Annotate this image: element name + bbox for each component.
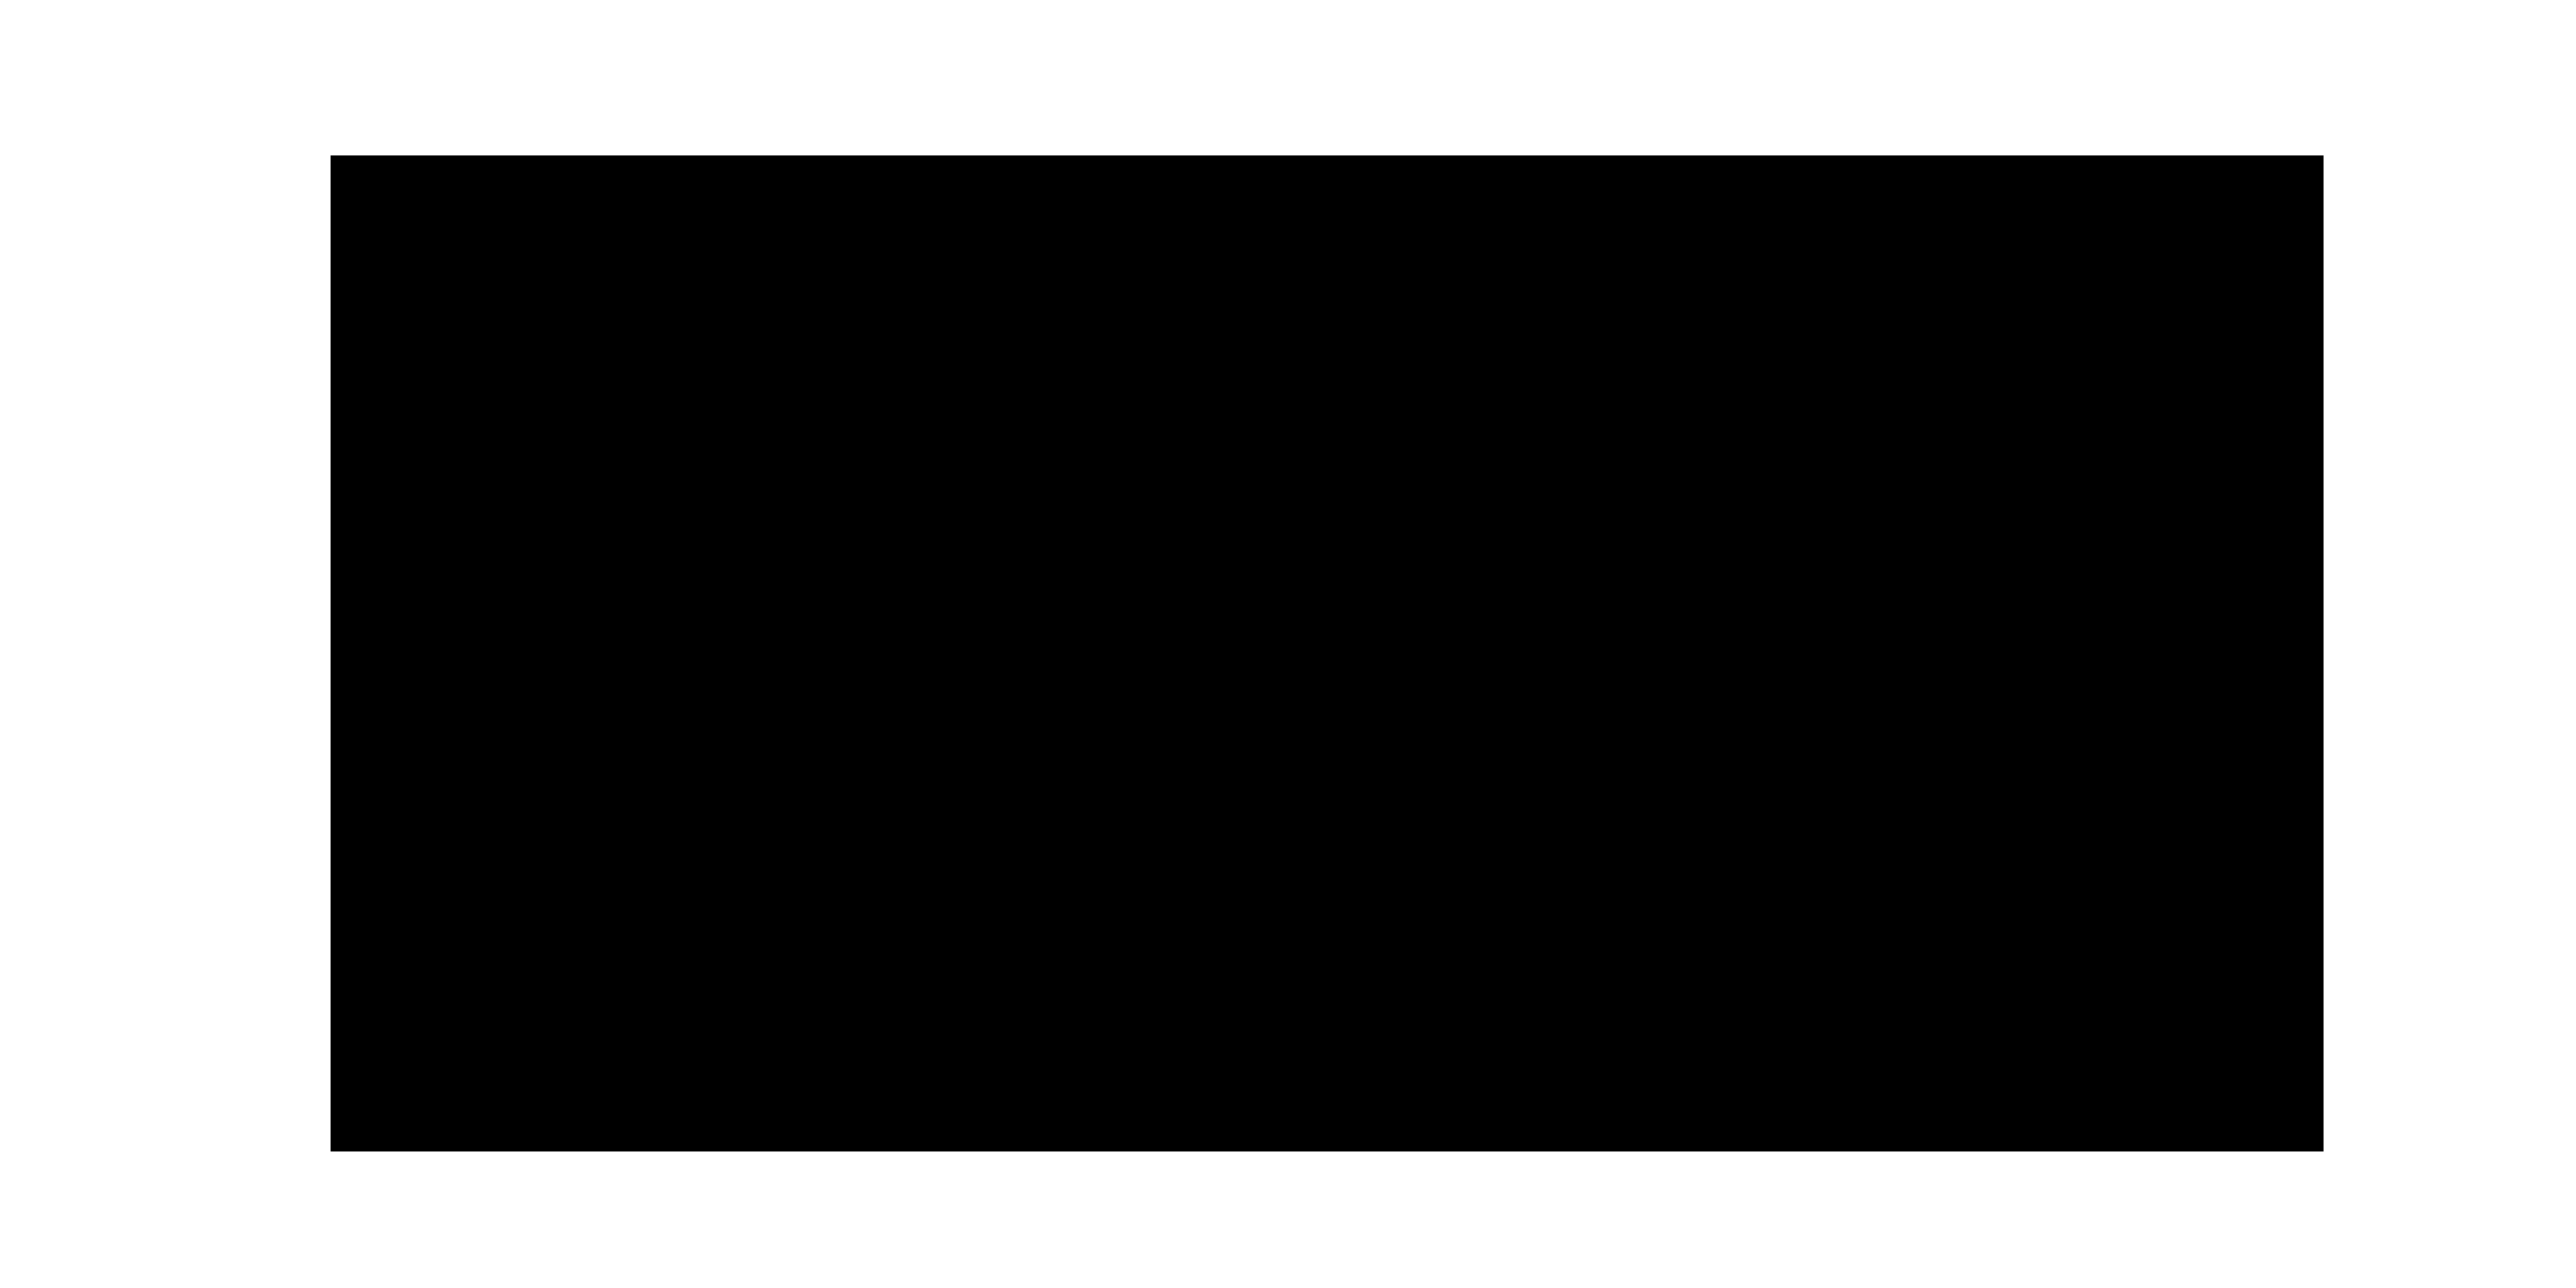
word-cloud — [331, 155, 2324, 1151]
word-cloud-panel — [331, 155, 2324, 1151]
